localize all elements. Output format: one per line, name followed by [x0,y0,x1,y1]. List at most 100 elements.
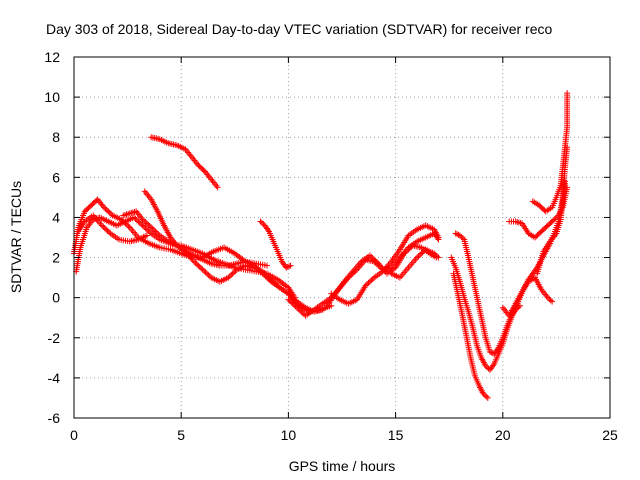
data-point [98,222,105,229]
data-point [551,216,558,223]
data-point [284,263,291,270]
data-point [287,262,294,269]
series-arc-late-3 [450,270,491,401]
data-point [291,302,298,309]
data-point [401,250,408,257]
data-point [229,270,236,277]
data-point [118,216,125,223]
data-point [480,390,487,397]
data-point [145,227,152,234]
data-point [452,230,459,237]
data-point [481,392,488,399]
data-point [419,249,426,256]
data-point [225,274,232,281]
data-point [368,277,375,284]
data-point [414,254,421,261]
data-point [371,256,378,263]
x-tick-label: 25 [602,427,618,443]
data-point [489,350,496,357]
data-series [71,90,571,401]
data-point [102,205,109,212]
y-tick-label: 2 [52,250,60,266]
data-point [196,263,203,270]
data-point [319,306,326,313]
data-point [292,303,299,310]
x-tick-label: 20 [495,427,511,443]
data-point [549,217,556,224]
data-point [266,277,273,284]
data-point [483,393,490,400]
data-point [131,214,138,221]
data-point [366,278,373,285]
data-point [203,270,210,277]
data-point [285,296,292,303]
data-point [366,252,373,259]
data-point [263,262,270,269]
data-point [291,296,298,303]
data-point [103,207,110,214]
y-tick-label: -2 [48,330,61,346]
x-tick-label: 0 [70,427,78,443]
series-arc-late-6 [534,178,568,277]
y-tick-label: 12 [44,49,60,65]
data-point [257,218,264,225]
data-point [364,281,371,288]
data-point [404,247,411,254]
data-point [265,275,272,282]
data-point [253,265,260,272]
data-point [484,364,491,371]
data-point [259,270,266,277]
y-axis-label: SDTVAR / TECUs [8,181,24,293]
data-point [258,219,265,226]
series-arc-mid-5 [388,246,442,281]
data-point [456,232,463,239]
data-point [192,259,199,266]
data-point [103,226,110,233]
data-point [142,225,149,232]
data-point [153,229,160,236]
data-point [418,250,425,257]
series-arc-high [148,134,221,191]
data-point [132,215,139,222]
data-point [374,259,381,266]
data-point [105,208,112,215]
series-arc-early-4 [120,208,335,315]
data-point [544,294,551,301]
data-point [549,298,556,305]
data-point [108,211,115,218]
y-tick-label: -4 [48,370,61,386]
data-point [369,255,376,262]
y-tick-label: 6 [52,169,60,185]
data-point [402,249,409,256]
data-point [289,294,296,301]
data-point [135,218,142,225]
data-point [149,225,156,232]
data-point [206,273,213,280]
data-point [454,231,461,238]
data-point [133,217,140,224]
series-arc-mid-2 [285,230,442,319]
data-point [226,273,233,280]
x-tick-label: 10 [281,427,297,443]
data-point [146,229,153,236]
data-point [205,271,212,278]
axis-ticks: 0 5 10 15 20 25 -6 -4 -2 0 2 4 6 8 10 12 [44,49,618,443]
data-point [262,273,269,280]
data-point [372,257,379,264]
data-point [432,251,439,258]
data-point [258,269,265,276]
data-point [283,264,290,271]
data-point [202,269,209,276]
x-tick-label: 5 [177,427,185,443]
data-point [458,233,465,240]
data-point [292,297,299,304]
data-point [546,296,553,303]
data-point [260,221,267,228]
data-point [368,253,375,260]
data-point [365,279,372,286]
data-point [369,275,376,282]
data-point [435,234,442,241]
data-point [293,304,300,311]
data-point [146,223,153,230]
